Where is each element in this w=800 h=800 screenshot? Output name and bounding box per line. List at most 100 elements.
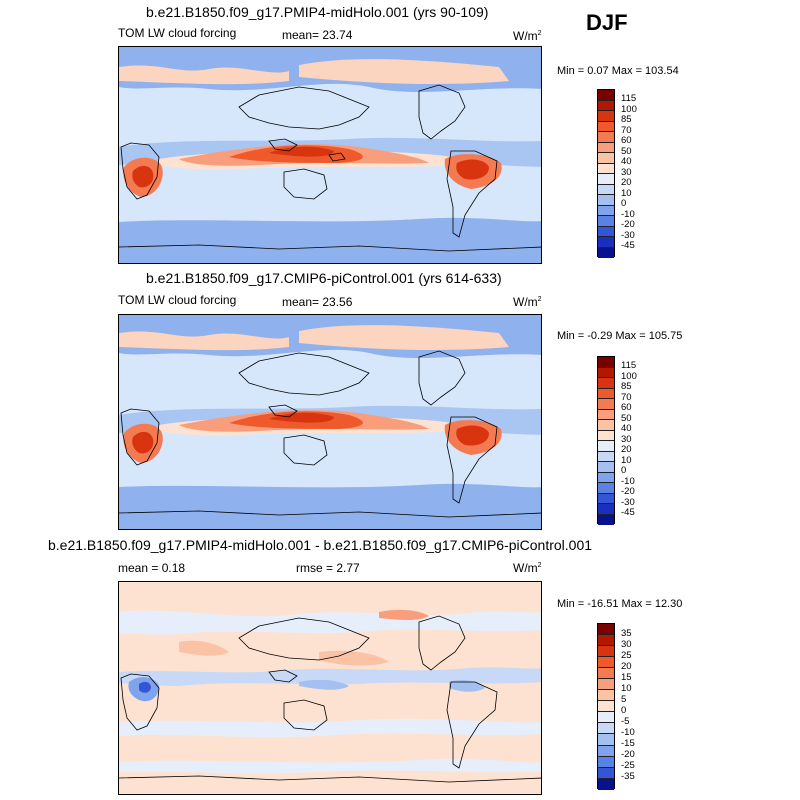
panel-1-colorbar-bin [598, 174, 614, 185]
panel-3-colorbar-bin [598, 756, 614, 768]
colorbar-tick-label: 15 [621, 672, 632, 683]
colorbar-tick-label: -5 [621, 716, 630, 727]
panel-3-mean: mean = 0.18 [118, 561, 186, 575]
panel-2-mean: mean= 23.56 [282, 295, 353, 309]
panel-2-colorbar-bin [598, 472, 614, 483]
panel-1-title: b.e21.B1850.f09_g17.PMIP4-midHolo.001 (y… [146, 4, 489, 20]
colorbar-tick-label: 40 [621, 423, 632, 434]
panel-2-minmax: Min = -0.29 Max = 105.75 [557, 330, 683, 342]
panel-1-units: W/m2 [513, 29, 542, 43]
colorbar-tick-label: 20 [621, 444, 632, 455]
panel-2-colorbar-bin [598, 493, 614, 504]
colorbar-tick-label: 100 [621, 371, 637, 382]
colorbar-tick-label: 70 [621, 392, 632, 403]
colorbar-tick-label: 5 [621, 694, 627, 705]
panel-1-colorbar [597, 89, 615, 258]
panel-2-field-label: TOM LW cloud forcing [118, 293, 237, 307]
panel-1-colorbar-bin [598, 216, 614, 227]
panel-2-colorbar-bin [598, 388, 614, 399]
colorbar-tick-label: 30 [621, 434, 632, 445]
colorbar-tick-label: 115 [621, 360, 637, 371]
colorbar-tick-label: 60 [621, 135, 632, 146]
panel-1-colorbar-bin [598, 205, 614, 216]
panel-2-colorbar-bin [598, 504, 614, 515]
colorbar-tick-label: 30 [621, 167, 632, 178]
panel-1-colorbar-bin [598, 195, 614, 206]
panel-1-colorbar-bin [598, 132, 614, 143]
panel-3-colorbar-bin [598, 723, 614, 735]
colorbar-tick-label: -10 [621, 209, 635, 220]
colorbar-tick-label: 50 [621, 413, 632, 424]
colorbar-tick-label: -45 [621, 240, 635, 251]
colorbar-tick-label: -10 [621, 727, 635, 738]
panel-1-colorbar-bin [598, 237, 614, 248]
panel-3-rmse: rmse = 2.77 [296, 561, 360, 575]
colorbar-tick-label: 60 [621, 402, 632, 413]
panel-2-colorbar-bin [598, 483, 614, 494]
colorbar-tick-label: 0 [621, 198, 627, 209]
panel-3-colorbar-bin [598, 646, 614, 658]
panel-2-units: W/m2 [513, 295, 542, 309]
panel-1-colorbar-bin [598, 142, 614, 153]
panel-2-colorbar-bin [598, 399, 614, 410]
colorbar-tick-label: 10 [621, 188, 632, 199]
panel-2-title: b.e21.B1850.f09_g17.CMIP6-piControl.001 … [146, 270, 502, 286]
panel-2-colorbar-bin [598, 409, 614, 420]
panel-3-colorbar-bin [598, 745, 614, 757]
panel-1-field-svg [119, 47, 541, 263]
panel-3-colorbar-bin [598, 679, 614, 691]
colorbar-tick-label: -15 [621, 738, 635, 749]
colorbar-tick-label: 10 [621, 683, 632, 694]
panel-1-map [118, 46, 542, 264]
panel-3-minmax: Min = -16.51 Max = 12.30 [557, 598, 683, 610]
panel-3-units: W/m2 [513, 561, 542, 575]
panel-1-colorbar-bin [598, 100, 614, 111]
colorbar-tick-label: 25 [621, 650, 632, 661]
panel-1-colorbar-bin [598, 90, 614, 101]
panel-2-colorbar-bin [598, 514, 614, 525]
colorbar-tick-label: 115 [621, 93, 637, 104]
panel-3-colorbar-bin [598, 734, 614, 746]
panel-1-colorbar-bin [598, 121, 614, 132]
colorbar-tick-label: -20 [621, 486, 635, 497]
panel-3-colorbar-bin [598, 657, 614, 669]
colorbar-tick-label: 20 [621, 177, 632, 188]
panel-1-colorbar-bin [598, 111, 614, 122]
panel-3-colorbar-bin [598, 635, 614, 647]
panel-3-colorbar-bin [598, 624, 614, 636]
colorbar-tick-label: 85 [621, 114, 632, 125]
panel-1-colorbar-bin [598, 247, 614, 258]
panel-3-title: b.e21.B1850.f09_g17.PMIP4-midHolo.001 - … [48, 537, 593, 553]
panel-2-colorbar-bin [598, 357, 614, 368]
colorbar-tick-label: 35 [621, 628, 632, 639]
panel-2-colorbar-bin [598, 367, 614, 378]
panel-2-map [118, 314, 542, 530]
panel-1-colorbar-bin [598, 163, 614, 174]
panel-1-mean: mean= 23.74 [282, 28, 353, 42]
panel-1-colorbar-bin [598, 184, 614, 195]
colorbar-tick-label: 0 [621, 465, 627, 476]
panel-1-colorbar-bin [598, 153, 614, 164]
panel-2-colorbar-bin [598, 378, 614, 389]
colorbar-tick-label: 20 [621, 661, 632, 672]
colorbar-tick-label: -10 [621, 476, 635, 487]
panel-2-colorbar [597, 356, 615, 525]
colorbar-tick-label: -30 [621, 497, 635, 508]
panel-2-colorbar-bin [598, 462, 614, 473]
panel-2-colorbar-bin [598, 451, 614, 462]
colorbar-tick-label: -20 [621, 219, 635, 230]
panel-1-field-label: TOM LW cloud forcing [118, 26, 237, 40]
colorbar-tick-label: -35 [621, 771, 635, 782]
panel-1-colorbar-bin [598, 226, 614, 237]
colorbar-tick-label: 40 [621, 156, 632, 167]
colorbar-tick-label: 50 [621, 146, 632, 157]
panel-3-colorbar-bin [598, 712, 614, 724]
panel-2-colorbar-bin [598, 420, 614, 431]
colorbar-tick-label: -20 [621, 749, 635, 760]
panel-3-colorbar-bin [598, 668, 614, 680]
panel-2-colorbar-bin [598, 441, 614, 452]
colorbar-tick-label: 70 [621, 125, 632, 136]
colorbar-tick-label: -30 [621, 230, 635, 241]
panel-3-field-svg [119, 582, 541, 794]
panel-3-colorbar-bin [598, 690, 614, 702]
